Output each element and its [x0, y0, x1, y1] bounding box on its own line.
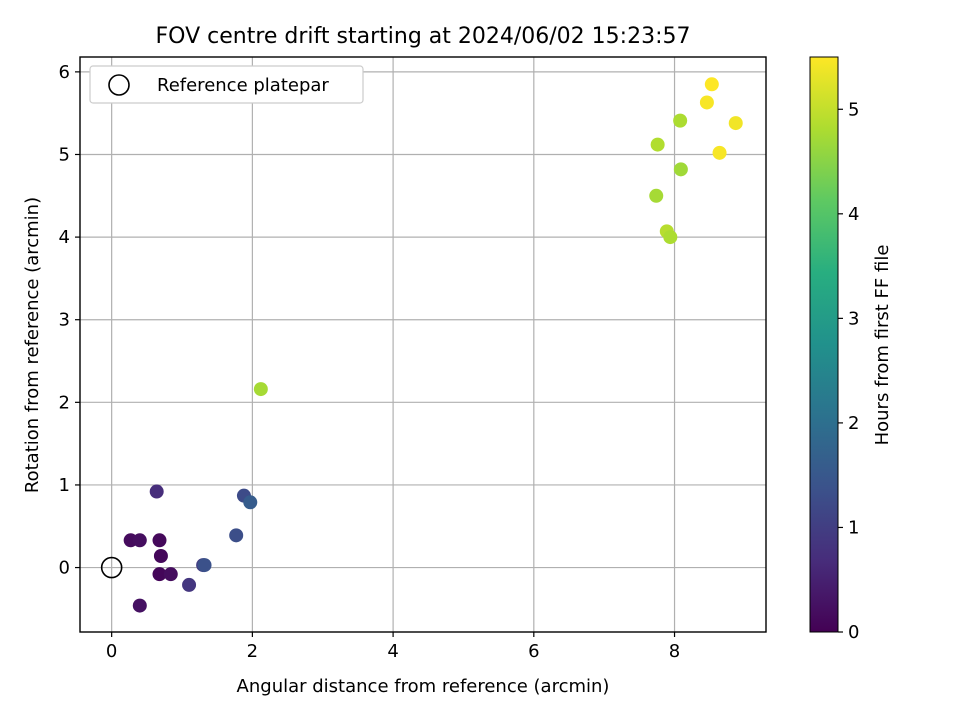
colorbar-tick-label: 2: [848, 413, 859, 434]
data-point: [253, 382, 268, 397]
plot-frame: [79, 56, 767, 633]
colorbar-tick-label: 0: [848, 622, 859, 643]
chart-title: FOV centre drift starting at 2024/06/02 …: [156, 24, 691, 49]
y-tick-label: 6: [59, 62, 70, 83]
y-tick-label: 3: [59, 310, 70, 331]
data-point: [728, 116, 743, 131]
colorbar-tick-label: 4: [848, 204, 859, 225]
x-tick-label: 0: [106, 641, 117, 662]
data-points: [123, 77, 743, 613]
x-tick-label: 2: [247, 641, 258, 662]
legend: Reference platepar: [89, 65, 364, 104]
y-axis-ticks: 0 1 2 3 4 5 6: [59, 62, 80, 579]
data-point: [243, 495, 258, 510]
x-tick-label: 8: [669, 641, 680, 662]
x-tick-label: 4: [387, 641, 398, 662]
reference-platepar-point: [100, 556, 123, 579]
reference-marker: [100, 556, 123, 579]
colorbar-ticks: 0 1 2 3 4 5: [838, 99, 859, 643]
data-point: [197, 558, 212, 573]
data-point: [152, 567, 167, 582]
data-point: [650, 137, 665, 152]
y-tick-label: 1: [59, 475, 70, 496]
data-point: [704, 77, 719, 92]
data-point: [149, 484, 164, 499]
x-tick-label: 6: [528, 641, 539, 662]
y-tick-label: 5: [59, 144, 70, 165]
data-point: [649, 188, 664, 203]
data-point: [132, 533, 147, 548]
x-axis-label: Angular distance from reference (arcmin): [237, 676, 610, 697]
colorbar: 0 1 2 3 4 5 Hours from first FF file: [809, 56, 893, 643]
x-axis-ticks: 0 2 4 6 8: [106, 632, 680, 662]
data-point: [699, 95, 714, 110]
data-point: [229, 528, 244, 543]
legend-entry-reference: Reference platepar: [157, 75, 329, 96]
y-tick-label: 0: [59, 558, 70, 579]
data-point: [673, 113, 688, 128]
colorbar-label: Hours from first FF file: [872, 245, 893, 446]
colorbar-gradient: [809, 56, 839, 633]
legend-box: [89, 65, 364, 104]
data-point: [673, 162, 688, 177]
colorbar-tick-label: 3: [848, 308, 859, 329]
legend-open-circle-icon: [108, 74, 130, 96]
data-point: [712, 145, 727, 160]
data-point: [182, 577, 197, 592]
y-tick-label: 4: [59, 227, 70, 248]
colorbar-tick-label: 1: [848, 517, 859, 538]
data-point: [163, 567, 178, 582]
y-tick-label: 2: [59, 392, 70, 413]
data-point: [152, 533, 167, 548]
data-point: [153, 548, 168, 563]
data-point: [663, 230, 678, 245]
y-axis-label: Rotation from reference (arcmin): [22, 197, 43, 493]
data-point: [132, 598, 147, 613]
colorbar-tick-label: 5: [848, 99, 859, 120]
